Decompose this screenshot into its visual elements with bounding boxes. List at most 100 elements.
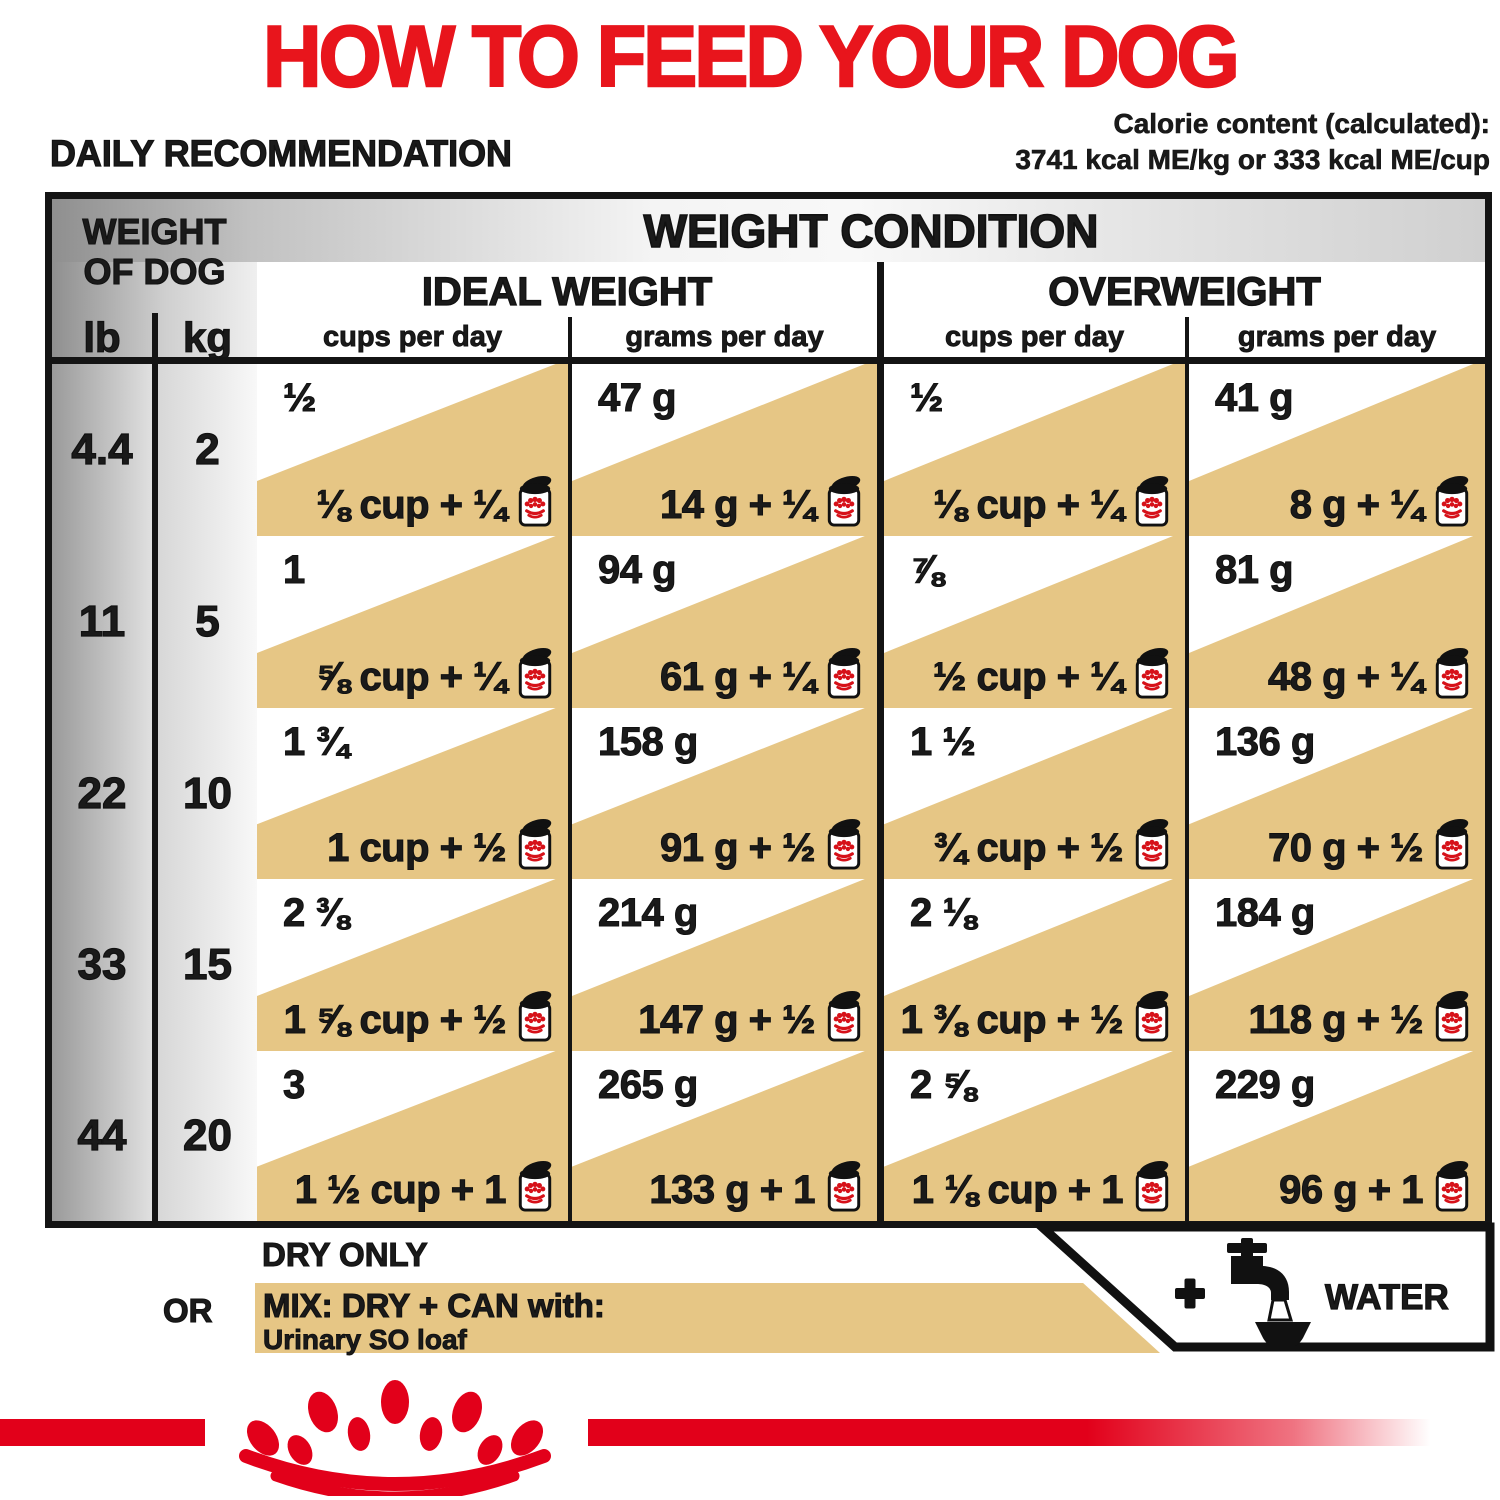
mix-value: 70 g + ½ bbox=[1268, 818, 1472, 871]
dry-value: 229 g bbox=[1215, 1063, 1316, 1108]
cell-ideal-cups-row0: ½ ⅛ cup + ¼ bbox=[257, 364, 568, 536]
mix-text: ⅛ cup + ¼ bbox=[315, 483, 507, 528]
weight-lb-row1: 11 bbox=[78, 596, 126, 646]
cell-ideal-cups-row4: 3 1 ½ cup + 1 bbox=[257, 1051, 568, 1221]
ideal-cups-grams-divider bbox=[568, 317, 572, 1221]
mix-value: 1 ⅛ cup + 1 bbox=[911, 1160, 1172, 1213]
mix-value: 1 ½ cup + 1 bbox=[294, 1160, 555, 1213]
mix-value: 14 g + ¼ bbox=[660, 475, 864, 528]
dry-value: 2 ⅝ bbox=[909, 1063, 976, 1108]
mix-value: 96 g + 1 bbox=[1279, 1160, 1472, 1213]
dry-value: 2 ⅜ bbox=[282, 891, 349, 936]
canned-food-can-icon bbox=[827, 475, 864, 527]
lb-column-background bbox=[52, 364, 155, 1221]
weight-kg-row4: 20 bbox=[182, 1110, 232, 1160]
mix-value: 1 ⅝ cup + ½ bbox=[283, 990, 555, 1043]
dry-value: 81 g bbox=[1214, 548, 1294, 593]
mix-text: ½ cup + ¼ bbox=[932, 655, 1124, 700]
cell-ideal-grams-row0: 47 g 14 g + ¼ bbox=[572, 364, 877, 536]
cell-ideal-cups-row3: 2 ⅜ 1 ⅝ cup + ½ bbox=[257, 879, 568, 1051]
mix-text: 91 g + ½ bbox=[660, 826, 816, 871]
mix-text: ⅝ cup + ¼ bbox=[315, 655, 507, 700]
mix-value: ¾ cup + ½ bbox=[932, 818, 1172, 871]
mix-value: 48 g + ¼ bbox=[1268, 647, 1472, 700]
mix-legend-band bbox=[255, 1283, 1160, 1353]
feeding-table: WEIGHT CONDITION WEIGHT OF DOG IDEAL WEI… bbox=[45, 192, 1492, 1228]
mix-text: 1 cup + ½ bbox=[327, 826, 507, 871]
canned-food-can-icon bbox=[518, 647, 555, 699]
mix-text: 48 g + ¼ bbox=[1268, 655, 1424, 700]
dry-value: 1 ¾ bbox=[282, 720, 349, 765]
cell-over-grams-row3: 184 g 118 g + ½ bbox=[1189, 879, 1485, 1051]
mix-text: ¾ cup + ½ bbox=[932, 826, 1124, 871]
ideal-weight-header: IDEAL WEIGHT bbox=[421, 269, 713, 314]
mix-text: 8 g + ¼ bbox=[1289, 483, 1424, 528]
mix-text: 61 g + ¼ bbox=[660, 655, 816, 700]
dry-value: 41 g bbox=[1214, 376, 1294, 421]
dry-value: 136 g bbox=[1215, 720, 1316, 765]
canned-food-can-icon bbox=[827, 990, 864, 1042]
dry-value: 94 g bbox=[597, 548, 677, 593]
canned-food-can-icon bbox=[1435, 475, 1472, 527]
mix-value: 1 cup + ½ bbox=[327, 818, 555, 871]
header-bottom-rule bbox=[52, 357, 1485, 364]
mix-text: 1 ⅛ cup + 1 bbox=[911, 1168, 1124, 1213]
canned-food-can-icon bbox=[518, 990, 555, 1042]
canned-food-can-icon bbox=[1135, 647, 1172, 699]
dry-value: 2 ⅛ bbox=[909, 891, 976, 936]
dry-value: ½ bbox=[283, 376, 317, 421]
page-title: HOW TO FEED YOUR DOG bbox=[262, 8, 1241, 107]
dry-value: 265 g bbox=[598, 1063, 699, 1108]
mix-text: 1 ⅜ cup + ½ bbox=[900, 998, 1124, 1043]
calorie-line2: 3741 kcal ME/kg or 333 kcal ME/cup bbox=[1015, 143, 1490, 176]
mix-value: 1 ⅜ cup + ½ bbox=[900, 990, 1172, 1043]
weight-lb-row4: 44 bbox=[77, 1110, 127, 1160]
canned-food-can-icon bbox=[1135, 475, 1172, 527]
cell-over-grams-row1: 81 g 48 g + ¼ bbox=[1189, 536, 1485, 708]
cell-over-cups-row3: 2 ⅛ 1 ⅜ cup + ½ bbox=[884, 879, 1185, 1051]
brand-stripe-right bbox=[588, 1419, 1448, 1446]
mix-value: 118 g + ½ bbox=[1248, 990, 1472, 1043]
canned-food-can-icon bbox=[1435, 647, 1472, 699]
dry-value: ⅞ bbox=[910, 548, 944, 593]
mix-value: 147 g + ½ bbox=[638, 990, 864, 1043]
cell-ideal-cups-row1: 1 ⅝ cup + ¼ bbox=[257, 536, 568, 708]
dry-only-label: DRY ONLY bbox=[261, 1235, 428, 1273]
cell-over-cups-row4: 2 ⅝ 1 ⅛ cup + 1 bbox=[884, 1051, 1185, 1221]
canned-food-can-icon bbox=[1135, 990, 1172, 1042]
over-cups-label: cups per day bbox=[945, 320, 1125, 353]
mix-value: 91 g + ½ bbox=[660, 818, 864, 871]
cell-ideal-grams-row4: 265 g 133 g + 1 bbox=[572, 1051, 877, 1221]
cell-ideal-grams-row1: 94 g 61 g + ¼ bbox=[572, 536, 877, 708]
mix-text: 1 ⅝ cup + ½ bbox=[283, 998, 507, 1043]
water-faucet-bowl-icon bbox=[1175, 1238, 1311, 1350]
mix-value: ⅛ cup + ¼ bbox=[315, 475, 555, 528]
mix-text: 96 g + 1 bbox=[1279, 1168, 1424, 1213]
canned-food-can-icon bbox=[827, 647, 864, 699]
cell-ideal-cups-row2: 1 ¾ 1 cup + ½ bbox=[257, 708, 568, 879]
weight-header-line2: OF DOG bbox=[83, 251, 226, 292]
dry-value: 158 g bbox=[598, 720, 699, 765]
header-silver-band bbox=[52, 199, 1485, 262]
mix-text: 70 g + ½ bbox=[1268, 826, 1424, 871]
ideal-grams-label: grams per day bbox=[625, 320, 824, 353]
brand-stripe-left bbox=[0, 1419, 205, 1446]
cell-over-grams-row0: 41 g 8 g + ¼ bbox=[1189, 364, 1485, 536]
canned-food-can-icon bbox=[1435, 1160, 1472, 1212]
canned-food-can-icon bbox=[518, 1160, 555, 1212]
canned-food-can-icon bbox=[1135, 818, 1172, 870]
mix-text: 1 ½ cup + 1 bbox=[294, 1168, 507, 1213]
section-title: DAILY RECOMMENDATION bbox=[49, 132, 512, 174]
dry-value: 1 bbox=[283, 548, 306, 593]
dry-value: 47 g bbox=[597, 376, 677, 421]
mix-value: ⅝ cup + ¼ bbox=[315, 647, 555, 700]
ideal-cups-label: cups per day bbox=[323, 320, 503, 353]
canned-food-can-icon bbox=[518, 475, 555, 527]
mix-value: ⅛ cup + ¼ bbox=[932, 475, 1172, 528]
mix-value: ½ cup + ¼ bbox=[932, 647, 1172, 700]
lb-kg-divider bbox=[152, 313, 158, 1221]
cell-over-cups-row2: 1 ½ ¾ cup + ½ bbox=[884, 708, 1185, 879]
kg-column-background bbox=[155, 364, 257, 1221]
over-grams-label: grams per day bbox=[1237, 320, 1437, 353]
canned-food-can-icon bbox=[827, 818, 864, 870]
